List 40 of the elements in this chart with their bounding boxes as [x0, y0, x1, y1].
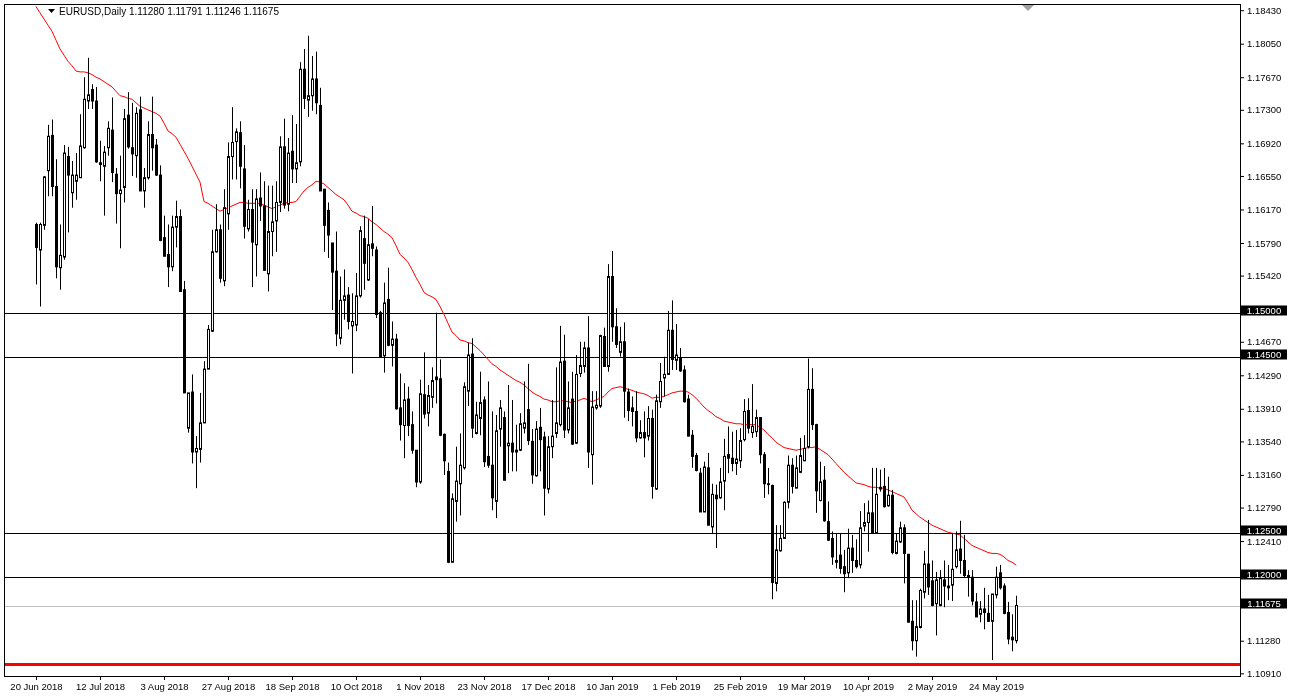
y-tick-label: 1.12790 — [1247, 502, 1282, 514]
x-tick-label: 2 May 2019 — [907, 680, 958, 692]
x-tick-label: 20 Jun 2018 — [10, 680, 63, 692]
x-tick-label: 24 May 2019 — [969, 680, 1024, 692]
x-tick-label: 19 Mar 2019 — [777, 680, 832, 692]
x-tick-label: 1 Nov 2018 — [396, 680, 445, 692]
y-tick-label: 1.15790 — [1247, 237, 1282, 249]
ref-line-label: 1.12000 — [1246, 569, 1282, 580]
y-tick-label: 1.16920 — [1247, 137, 1282, 149]
x-tick-label: 23 Nov 2018 — [457, 680, 512, 692]
y-tick-label: 1.15420 — [1247, 270, 1282, 282]
x-tick-label: 10 Oct 2018 — [330, 680, 383, 692]
ref-line-label: 1.11675 — [1247, 598, 1281, 609]
ref-line-label: 1.14500 — [1246, 349, 1282, 360]
y-tick-label: 1.18050 — [1247, 38, 1282, 50]
y-tick-label: 1.16550 — [1247, 170, 1282, 182]
y-tick-label: 1.13540 — [1247, 435, 1282, 447]
x-tick-label: 3 Aug 2018 — [140, 680, 189, 692]
ref-line-label: 1.12500 — [1246, 525, 1282, 536]
x-tick-label: 10 Apr 2019 — [842, 680, 895, 692]
y-tick-label: 1.13910 — [1247, 403, 1282, 415]
y-tick-label: 1.12410 — [1247, 535, 1282, 547]
y-tick-label: 1.17300 — [1247, 104, 1282, 116]
y-tick-label: 1.18430 — [1247, 4, 1282, 16]
y-tick-label: 1.16170 — [1247, 204, 1282, 216]
x-tick-label: 10 Jan 2019 — [586, 680, 639, 692]
chart-title: EURUSD,Daily 1.11280 1.11791 1.11246 1.11675 — [59, 6, 280, 17]
y-tick-label: 1.14670 — [1247, 336, 1282, 348]
x-tick-label: 17 Dec 2018 — [521, 680, 576, 692]
y-tick-label: 1.11280 — [1247, 635, 1281, 647]
y-tick-label: 1.17670 — [1247, 71, 1282, 83]
x-tick-label: 25 Feb 2019 — [713, 680, 768, 692]
y-tick-label: 1.10910 — [1247, 667, 1282, 679]
x-tick-label: 12 Jul 2018 — [75, 680, 126, 692]
x-tick-label: 1 Feb 2019 — [652, 680, 701, 692]
x-tick-label: 18 Sep 2018 — [265, 680, 320, 692]
y-tick-label: 1.13160 — [1247, 469, 1282, 481]
y-tick-label: 1.14290 — [1247, 369, 1282, 381]
x-tick-label: 27 Aug 2018 — [201, 680, 256, 692]
ref-line-label: 1.15000 — [1246, 305, 1282, 316]
